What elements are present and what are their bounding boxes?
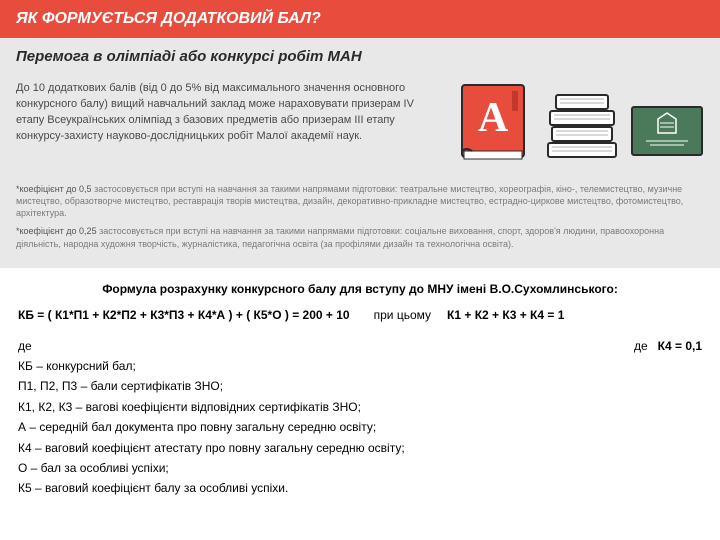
intro-text: До 10 додаткових балів (від 0 до 5% від … — [16, 81, 442, 163]
footnote-2-body: застосовується при вступі на навчання за… — [16, 226, 664, 248]
cert-icon — [630, 105, 704, 163]
def-item: КБ – конкурсний бал; — [18, 356, 702, 376]
footnotes: *коефіцієнт до 0,5 застосовується при вс… — [0, 173, 720, 268]
footnote-1-lead: *коефіцієнт до 0,5 — [16, 184, 92, 194]
sub-header: Перемога в олімпіаді або конкурсі робіт … — [0, 38, 720, 75]
formula-cond: при цьому — [374, 308, 431, 322]
def-item: О – бал за особливі успіхи; — [18, 458, 702, 478]
k4-value: де К4 = 0,1 — [634, 336, 702, 356]
svg-text:A: A — [478, 95, 509, 141]
footnote-1-body: застосовується при вступі на навчання за… — [16, 184, 683, 218]
def-item: К5 – ваговий коефіцієнт балу за особливі… — [18, 478, 702, 498]
book-icon: A — [456, 81, 534, 163]
sub-header-text: Перемога в олімпіаді або конкурсі робіт … — [16, 48, 362, 65]
def-item: П1, П2, П3 – бали сертифікатів ЗНО; — [18, 376, 702, 396]
footnote-2: *коефіцієнт до 0,25 застосовується при в… — [16, 225, 704, 249]
definitions-first-row: де де К4 = 0,1 — [18, 336, 702, 356]
definitions: де де К4 = 0,1 КБ – конкурсний бал; П1, … — [0, 336, 720, 509]
de-label: де — [18, 336, 32, 356]
formula-line: КБ = ( К1*П1 + К2*П2 + К3*П3 + К4*А ) + … — [18, 308, 702, 322]
def-item: К4 – ваговий коефіцієнт атестату про пов… — [18, 438, 702, 458]
def-item: А – середній бал документа про повну заг… — [18, 417, 702, 437]
footnote-1: *коефіцієнт до 0,5 застосовується при вс… — [16, 183, 704, 219]
footnote-2-lead: *коефіцієнт до 0,25 — [16, 226, 97, 236]
header-title: ЯК ФОРМУЄТЬСЯ ДОДАТКОВИЙ БАЛ? — [16, 10, 321, 27]
formula-sum: К1 + К2 + К3 + К4 = 1 — [447, 308, 564, 322]
intro-row: До 10 додаткових балів (від 0 до 5% від … — [0, 75, 720, 173]
formula-block: Формула розрахунку конкурсного балу для … — [0, 268, 720, 322]
books-stack-icon — [542, 81, 622, 163]
header-bar: ЯК ФОРМУЄТЬСЯ ДОДАТКОВИЙ БАЛ? — [0, 0, 720, 38]
def-item: К1, К2, К3 – вагові коефіцієнти відповід… — [18, 397, 702, 417]
formula-title: Формула розрахунку конкурсного балу для … — [18, 282, 702, 296]
illustration: A — [456, 81, 704, 163]
formula-eq: КБ = ( К1*П1 + К2*П2 + К3*П3 + К4*А ) + … — [18, 308, 350, 322]
